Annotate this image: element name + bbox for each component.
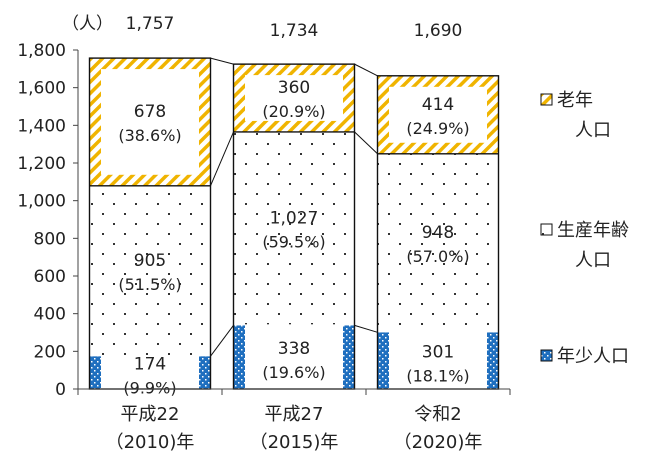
label-mask-3-2 <box>245 75 343 121</box>
legend-swatch-1 <box>540 349 553 362</box>
y-tick-label-1: 0 <box>55 380 66 400</box>
data-label-2-3: 948 <box>422 223 454 243</box>
bars-group <box>88 57 500 390</box>
legend-label-2-2: 人口 <box>575 250 611 271</box>
y-tick-label-8: 1,400 <box>17 116 66 136</box>
percent-label-3-1: (38.6%) <box>118 126 181 145</box>
category-label-1: 平成22 <box>121 404 180 425</box>
data-label-3-1: 678 <box>134 102 166 122</box>
label-mask-1-1 <box>101 355 199 389</box>
total-label-2: 1,734 <box>270 21 319 41</box>
y-tick-label-7: 1,200 <box>17 154 66 174</box>
labels-group: 174 (9.9%) 905 (51.5%) 678 (38.6%) 1,757 338 (19… <box>118 14 469 398</box>
legend-label-3-2: 人口 <box>575 120 611 141</box>
legend-label-3-1: 老年 <box>557 90 593 111</box>
connector-line-2-2 <box>354 131 378 155</box>
category-sublabel-1: （2010)年 <box>106 432 195 453</box>
bar-segment-2-3 <box>377 153 499 333</box>
data-label-3-3: 414 <box>422 95 454 115</box>
percent-label-3-2: (20.9%) <box>262 102 325 121</box>
y-tick-label-9: 1,600 <box>17 79 66 99</box>
category-label-2: 平成27 <box>265 404 324 425</box>
legend-swatch-2 <box>540 223 553 236</box>
connector-line-1-3 <box>210 325 234 357</box>
total-label-1: 1,757 <box>126 14 175 34</box>
percent-label-2-1: (51.5%) <box>118 275 181 294</box>
y-unit-label: （人） <box>62 14 113 34</box>
y-tick-label-4: 600 <box>34 267 66 287</box>
data-label-2-1: 905 <box>134 251 166 271</box>
bar-segment-2-2 <box>233 131 355 326</box>
data-label-2-2: 1,027 <box>270 209 319 229</box>
label-mask-1-2 <box>245 324 343 389</box>
percent-label-1-3: (18.1%) <box>406 367 469 386</box>
legend-swatch-3 <box>540 93 553 106</box>
axis-group: 平成22 （2010)年 平成27 （2015)年 令和2 （2020)年 0 200 400 6… <box>17 14 511 453</box>
data-label-1-2: 338 <box>278 339 310 359</box>
connector-line-1-1 <box>210 57 234 65</box>
category-sublabel-3: （2020)年 <box>394 432 483 453</box>
label-mask-3-3 <box>389 86 487 143</box>
label-mask-1-3 <box>389 331 487 389</box>
percent-label-1-2: (19.6%) <box>262 363 325 382</box>
data-label-1-1: 174 <box>134 355 166 375</box>
label-mask-3-1 <box>101 69 199 175</box>
total-label-3: 1,690 <box>414 21 463 41</box>
data-label-1-3: 301 <box>422 343 454 363</box>
y-tick-label-3: 400 <box>34 305 66 325</box>
y-tick-label-10: 1,800 <box>17 41 66 61</box>
bar-segment-2-1 <box>89 185 211 357</box>
data-label-3-2: 360 <box>278 78 310 98</box>
percent-label-1-1: (9.9%) <box>123 379 176 398</box>
y-tick-label-6: 1,000 <box>17 192 66 212</box>
y-tick-label-2: 200 <box>34 342 66 362</box>
percent-label-2-3: (57.0%) <box>406 247 469 266</box>
category-label-3: 令和2 <box>414 404 461 425</box>
connector-line-1-2 <box>210 131 234 186</box>
y-tick-label-5: 800 <box>34 229 66 249</box>
category-sublabel-2: （2015)年 <box>250 432 339 453</box>
connector-line-2-3 <box>354 324 378 333</box>
legend-label-1-1: 年少人口 <box>557 346 629 367</box>
connector-line-2-1 <box>354 63 378 77</box>
percent-label-2-2: (59.5%) <box>262 233 325 252</box>
percent-label-3-3: (24.9%) <box>406 119 469 138</box>
legend-label-2-1: 生産年齢 <box>557 220 629 241</box>
connector-lines <box>210 57 378 357</box>
